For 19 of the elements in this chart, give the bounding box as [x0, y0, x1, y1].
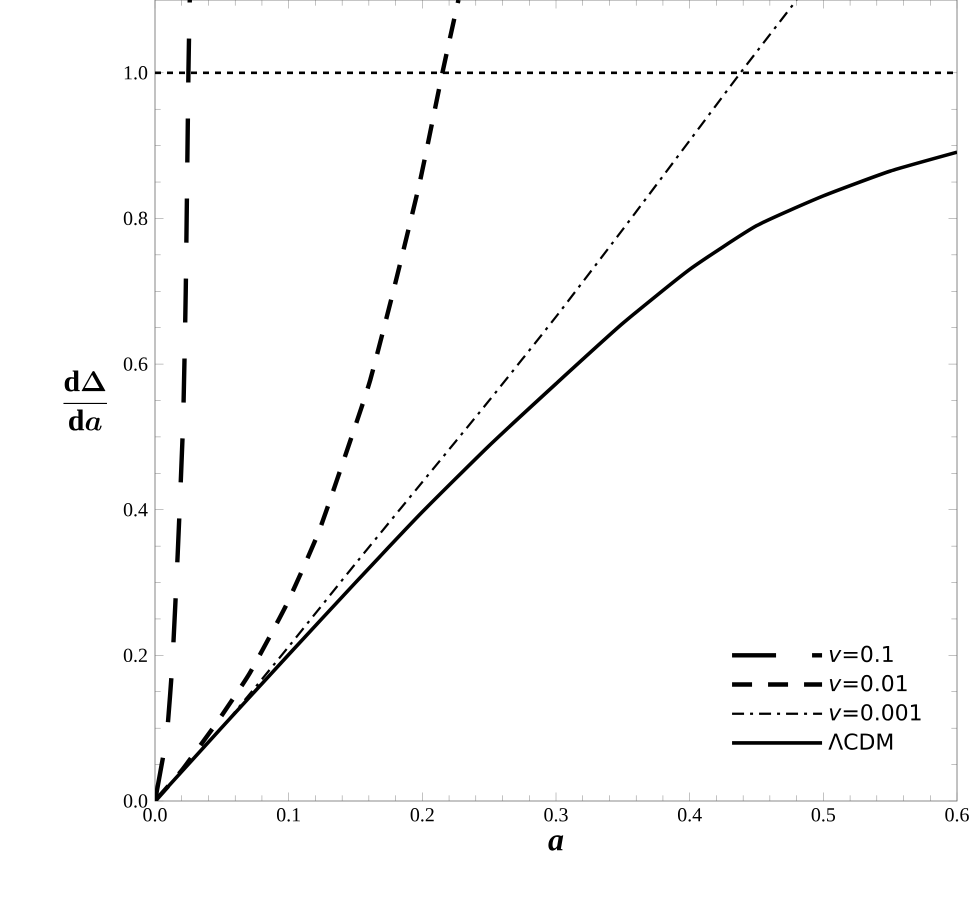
x-axis-title: a	[548, 835, 564, 851]
x-tick-label: 0.2	[410, 808, 434, 822]
y-tick-label: 1.0	[124, 66, 148, 80]
y-tick-label: 0.4	[124, 502, 148, 516]
y-tick-label: 0.8	[124, 212, 148, 226]
y-tick-label: 0.6	[124, 357, 148, 371]
x-tick-label: 0.0	[143, 808, 167, 822]
legend-label: v=0.1	[830, 646, 893, 662]
x-tick-label: 0.1	[276, 808, 300, 822]
y-tick-label: 0.2	[124, 648, 147, 662]
legend-label: v=0.001	[830, 704, 921, 721]
y-axis-title: $\frac{\mathbf{d}\boldsymbol{\Delta}}{\mathbf{d}\boldsymbol{a}}$	[63, 370, 107, 431]
x-tick-label: 0.5	[812, 808, 836, 822]
legend-label: ΛCDM	[828, 733, 892, 750]
legend-label: v=0.01	[830, 674, 907, 692]
y-tick-label: 0.0	[124, 794, 148, 808]
x-tick-label: 0.3	[544, 808, 568, 822]
x-tick-label: 0.4	[678, 808, 702, 822]
x-tick-label: 0.6	[945, 808, 969, 822]
